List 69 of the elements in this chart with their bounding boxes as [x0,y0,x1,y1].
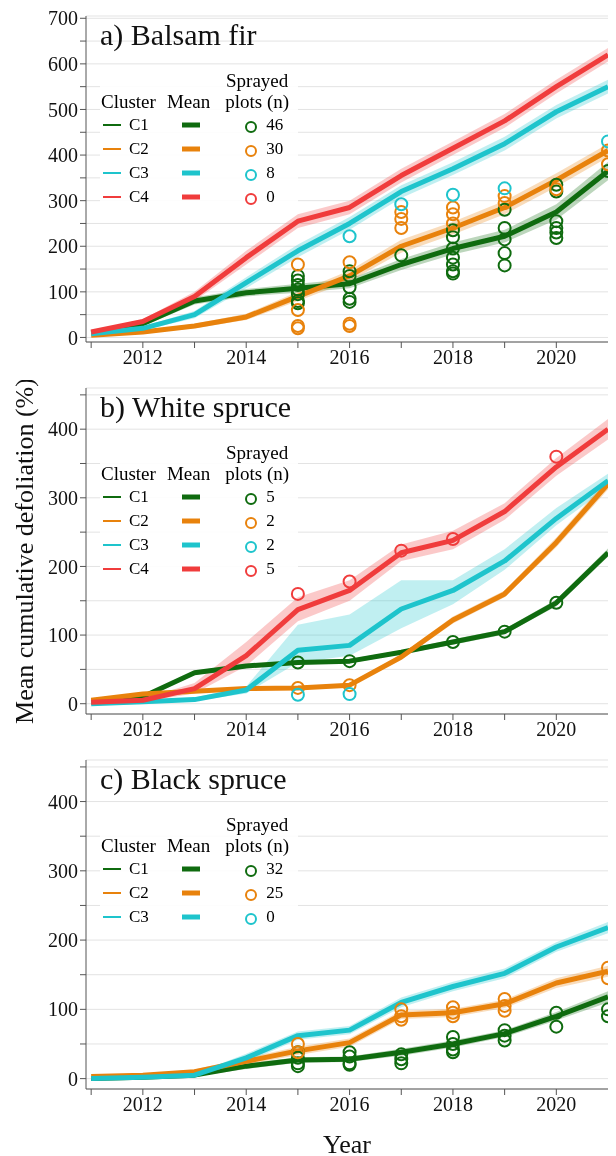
legend-title: Cluster [100,89,157,114]
legend-label: 46 [265,114,285,137]
legend-label: C1 [128,858,150,881]
y-tick-label: 100 [48,280,78,303]
y-tick-label: 300 [48,486,78,509]
annotation: Mean [165,833,212,858]
legend-label: C2 [128,510,150,533]
y-tick-label: 300 [48,859,78,882]
legend-label: 8 [265,162,276,185]
x-tick-label: 2020 [536,1093,577,1116]
y-tick-label: 100 [48,998,78,1021]
x-tick-label: 2018 [432,718,473,741]
legend-label: C2 [128,138,150,161]
legend-label: C4 [128,558,150,581]
legend-label: 30 [265,138,285,161]
legend-label: C1 [128,114,150,137]
x-tick-label: 2016 [329,346,370,369]
legend-label: 0 [265,906,276,929]
legend-label: 25 [265,882,285,905]
legend-label: 5 [265,486,276,509]
legend-label: C1 [128,486,150,509]
legend-label: 32 [265,858,285,881]
y-tick-label: 200 [48,929,78,952]
y-tick-label: 600 [48,52,78,75]
legend-label: C4 [128,186,150,209]
legend-label: 0 [265,186,276,209]
y-axis-title: Mean cumulative defoliation (%) [10,378,40,724]
legend-label: C3 [128,534,150,557]
y-tick-label: 100 [48,624,78,647]
x-tick-label: 2012 [122,1093,163,1116]
x-tick-label: 2016 [329,1093,370,1116]
y-tick-label: 0 [68,326,78,349]
legend-title: Cluster [100,833,157,858]
x-tick-label: 2014 [226,718,267,741]
annotation: Sprayed plots (n) [224,814,291,858]
x-tick-label: 2018 [432,1093,473,1116]
x-axis-title: Year [323,1130,372,1156]
x-tick-label: 2018 [432,346,473,369]
x-tick-label: 2020 [536,346,577,369]
y-tick-label: 400 [48,790,78,813]
legend-label: C2 [128,882,150,905]
annotation: Sprayed plots (n) [224,70,291,114]
legend-label: C3 [128,162,150,185]
y-tick-label: 0 [68,692,78,715]
x-tick-label: 2016 [329,718,370,741]
y-tick-label: 400 [48,144,78,167]
chart-title: a) Balsam fir [100,18,257,52]
y-tick-label: 200 [48,235,78,258]
legend-label: C3 [128,906,150,929]
legend-label: 2 [265,534,276,557]
x-tick-label: 2014 [226,346,267,369]
x-tick-label: 2014 [226,1093,267,1116]
y-tick-label: 200 [48,555,78,578]
y-tick-label: 0 [68,1067,78,1090]
chart-title: b) White spruce [100,390,292,424]
annotation: Sprayed plots (n) [224,442,291,486]
x-tick-label: 2012 [122,346,163,369]
legend-label: 2 [265,510,276,533]
y-tick-label: 300 [48,189,78,212]
y-tick-label: 700 [48,7,78,30]
chart-title: c) Black spruce [100,762,287,796]
x-tick-label: 2020 [536,718,577,741]
annotation: Mean [165,89,212,114]
x-tick-label: 2012 [122,718,163,741]
legend-label: 5 [265,558,276,581]
y-tick-label: 500 [48,98,78,121]
y-tick-label: 400 [48,418,78,441]
legend-title: Cluster [100,461,157,486]
annotation: Mean [165,461,212,486]
